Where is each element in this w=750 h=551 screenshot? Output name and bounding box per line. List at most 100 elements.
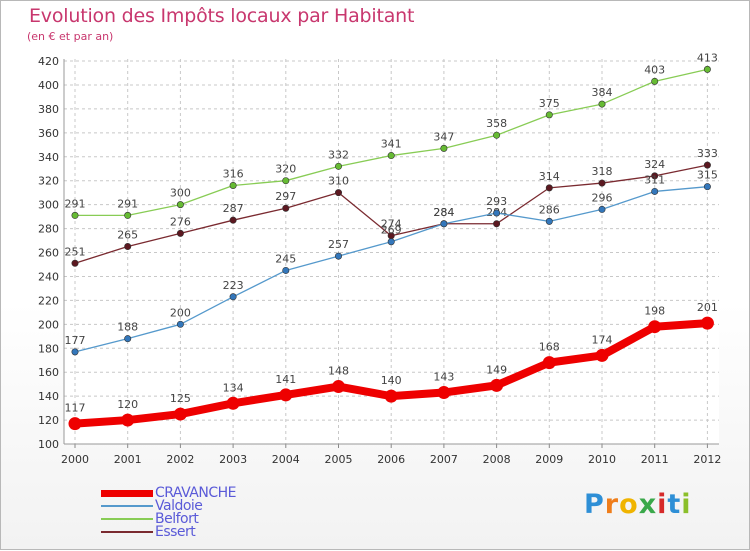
logo-letter: x [638, 489, 658, 520]
logo-letter: i [657, 489, 668, 520]
y-tick-label: 180 [38, 342, 59, 355]
y-tick-label: 420 [38, 55, 59, 68]
y-tick-label: 100 [38, 438, 59, 451]
x-tick-label: 2012 [693, 453, 721, 466]
data-point [648, 320, 662, 334]
data-label: 320 [275, 163, 296, 176]
data-label: 200 [170, 306, 191, 319]
data-point [703, 183, 711, 191]
y-tick-label: 220 [38, 294, 59, 307]
chart-subtitle: (en € et par an) [27, 30, 114, 43]
data-label: 265 [117, 229, 138, 242]
data-point [703, 65, 711, 73]
x-tick-label: 2003 [219, 453, 247, 466]
data-label: 375 [539, 97, 560, 110]
data-point [384, 389, 398, 403]
x-tick-label: 2010 [588, 453, 616, 466]
data-label: 223 [223, 279, 244, 292]
legend-item-essert: Essert [101, 524, 321, 540]
data-point [173, 407, 187, 421]
data-point [176, 320, 184, 328]
data-label: 315 [697, 169, 718, 182]
x-tick-label: 2008 [483, 453, 511, 466]
data-label: 117 [65, 402, 86, 415]
data-point [68, 417, 82, 431]
legend-label: Valdoie [155, 498, 203, 514]
legend-swatch [101, 505, 153, 507]
data-label: 141 [275, 373, 296, 386]
logo-letter: i [681, 489, 692, 520]
data-point [387, 152, 395, 160]
data-label: 140 [381, 374, 402, 387]
y-tick-label: 160 [38, 366, 59, 379]
data-point [334, 252, 342, 260]
data-label: 413 [697, 51, 718, 64]
x-tick-label: 2007 [430, 453, 458, 466]
y-tick-label: 260 [38, 247, 59, 260]
data-label: 276 [170, 215, 191, 228]
legend-item-valdoie: Valdoie [101, 498, 321, 514]
data-label: 174 [592, 333, 613, 346]
data-point [545, 111, 553, 119]
x-tick-label: 2000 [61, 453, 89, 466]
y-tick-label: 400 [38, 79, 59, 92]
data-label: 403 [644, 63, 665, 76]
y-tick-label: 280 [38, 223, 59, 236]
legend-label: Belfort [155, 511, 199, 527]
data-label: 296 [592, 191, 613, 204]
data-point [71, 211, 79, 219]
data-label: 358 [486, 117, 507, 130]
data-point [493, 209, 501, 217]
y-tick-label: 240 [38, 270, 59, 283]
logo-letter: P [584, 489, 605, 520]
data-point [598, 100, 606, 108]
y-tick-label: 320 [38, 175, 59, 188]
data-label: 284 [433, 206, 454, 219]
data-point [71, 348, 79, 356]
data-point [545, 184, 553, 192]
logo-letter: r [604, 489, 620, 520]
data-label: 257 [328, 238, 349, 251]
data-label: 284 [433, 206, 454, 219]
data-point [124, 211, 132, 219]
y-tick-label: 360 [38, 127, 59, 140]
x-tick-label: 2001 [114, 453, 142, 466]
data-point [282, 177, 290, 185]
logo-letter: t [667, 489, 682, 520]
data-label: 291 [65, 197, 86, 210]
data-point [598, 205, 606, 213]
data-point [334, 162, 342, 170]
data-label: 198 [644, 305, 665, 318]
data-point [124, 335, 132, 343]
data-label: 333 [697, 147, 718, 160]
data-point [124, 243, 132, 251]
data-point [334, 189, 342, 197]
legend-item-belfort: Belfort [101, 511, 321, 527]
legend-item-cravanche: CRAVANCHE [101, 485, 321, 501]
legend-label: CRAVANCHE [155, 485, 237, 501]
data-label: 149 [486, 363, 507, 376]
x-tick-label: 2009 [535, 453, 563, 466]
data-point [387, 238, 395, 246]
legend-swatch [101, 531, 153, 533]
legend-swatch [101, 518, 153, 520]
x-tick-label: 2005 [325, 453, 353, 466]
y-tick-label: 300 [38, 199, 59, 212]
legend-label: Essert [155, 524, 196, 540]
data-point [279, 388, 293, 402]
data-label: 318 [592, 165, 613, 178]
data-point [282, 266, 290, 274]
data-point [121, 413, 135, 427]
data-point [440, 220, 448, 228]
data-point [229, 216, 237, 224]
data-point [545, 217, 553, 225]
y-tick-label: 200 [38, 318, 59, 331]
y-tick-label: 120 [38, 414, 59, 427]
chart-title: Evolution des Impôts locaux par Habitant [29, 5, 415, 27]
data-label: 188 [117, 321, 138, 334]
data-point [176, 229, 184, 237]
data-point [71, 259, 79, 267]
data-label: 125 [170, 392, 191, 405]
data-point [437, 386, 451, 400]
x-tick-label: 2004 [272, 453, 300, 466]
